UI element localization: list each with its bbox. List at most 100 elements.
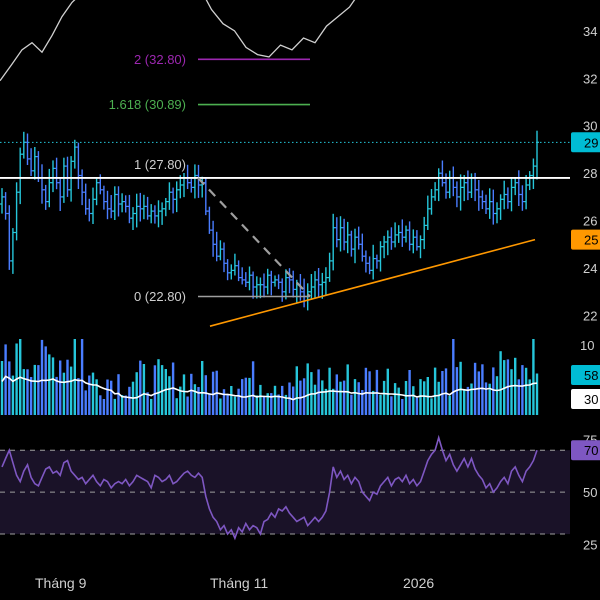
volume-bar bbox=[292, 386, 295, 415]
volume-panel[interactable]: 10 58 30 bbox=[0, 338, 600, 415]
volume-bar bbox=[186, 396, 189, 415]
volume-bar bbox=[466, 386, 470, 415]
volume-bar bbox=[532, 339, 535, 415]
volume-bar bbox=[306, 363, 309, 415]
volume-bar bbox=[346, 364, 349, 415]
volume-bar bbox=[95, 379, 98, 415]
fib-level-label: 1 (27.80) bbox=[134, 157, 186, 172]
volume-bar bbox=[393, 383, 397, 415]
volume-bar bbox=[379, 394, 382, 415]
volume-bar bbox=[128, 386, 131, 415]
volume-bar bbox=[492, 367, 495, 415]
volume-bar bbox=[517, 379, 520, 415]
time-axis-label: Tháng 11 bbox=[210, 575, 268, 591]
volume-bar bbox=[357, 382, 360, 415]
volume-bar bbox=[459, 361, 462, 415]
volume-bar bbox=[382, 380, 386, 415]
volume-bar bbox=[321, 380, 324, 415]
volume-bar bbox=[524, 367, 528, 415]
rsi-panel[interactable]: 755025 70 bbox=[0, 433, 600, 553]
volume-bar bbox=[284, 394, 288, 415]
volume-bar bbox=[273, 385, 277, 415]
time-axis-label: 2026 bbox=[403, 575, 434, 591]
volume-badge-label: 30 bbox=[584, 392, 598, 407]
volume-bar bbox=[226, 394, 229, 415]
price-panel[interactable]: 2 (32.80) 1.618 (30.89) 1 (27.80) 0 (22.80)… bbox=[0, 0, 600, 327]
fib-level-label: 0 (22.80) bbox=[134, 289, 186, 304]
fib-projection-line bbox=[197, 177, 311, 298]
volume-bar bbox=[277, 394, 280, 415]
volume-bar bbox=[208, 393, 211, 415]
volume-bar bbox=[270, 393, 273, 415]
volume-bar bbox=[433, 367, 437, 415]
volume-bar bbox=[139, 360, 142, 415]
volume-bar bbox=[168, 376, 171, 415]
time-axis: Tháng 9 Tháng 11 2026 bbox=[35, 575, 434, 591]
volume-bar bbox=[266, 393, 269, 415]
price-bars bbox=[0, 130, 539, 311]
price-axis-tick: 24 bbox=[583, 261, 597, 276]
fib-level-label: 1.618 (30.89) bbox=[109, 97, 186, 112]
price-badge bbox=[571, 229, 600, 250]
volume-bar bbox=[164, 369, 167, 415]
volume-bar bbox=[448, 395, 451, 415]
volume-bar bbox=[324, 388, 328, 415]
volume-bar bbox=[463, 389, 466, 415]
volume-bar bbox=[69, 366, 73, 415]
price-badges: 29 25 bbox=[571, 132, 600, 250]
rsi-badge-label: 70 bbox=[584, 443, 598, 458]
volume-bar bbox=[142, 364, 146, 415]
volume-bar bbox=[175, 398, 178, 415]
volume-bar bbox=[481, 364, 484, 415]
fib-level-label: 2 (32.80) bbox=[134, 52, 186, 67]
volume-badge-label: 58 bbox=[584, 368, 598, 383]
volume-bar bbox=[397, 387, 400, 415]
volume-bar bbox=[372, 390, 375, 415]
price-axis-tick: 30 bbox=[583, 119, 597, 134]
volume-bar bbox=[99, 395, 102, 415]
volume-bar bbox=[124, 395, 127, 415]
volume-bar bbox=[179, 386, 182, 415]
volume-bar bbox=[332, 388, 335, 415]
volume-bar bbox=[510, 369, 513, 415]
rsi-line bbox=[1, 434, 538, 541]
price-axis-tick: 34 bbox=[583, 24, 597, 39]
volume-bar bbox=[102, 399, 106, 415]
volume-bar bbox=[342, 380, 346, 415]
volume-bar bbox=[0, 361, 4, 415]
volume-bar bbox=[73, 339, 76, 415]
price-axis-tick: 22 bbox=[583, 309, 597, 324]
volume-bar bbox=[313, 384, 317, 415]
volume-bar bbox=[404, 381, 408, 415]
volume-bar bbox=[521, 365, 524, 415]
volume-bar bbox=[80, 339, 84, 415]
price-badge bbox=[571, 132, 600, 153]
upper-price-line bbox=[0, 0, 76, 82]
volume-bar bbox=[364, 367, 368, 415]
volume-axis-tick: 10 bbox=[580, 338, 594, 353]
volume-bar bbox=[29, 377, 33, 415]
volume-bar bbox=[190, 373, 193, 415]
volume-bar bbox=[4, 344, 7, 415]
volume-bar bbox=[66, 359, 69, 415]
volume-bar bbox=[390, 396, 393, 415]
volume-bar bbox=[281, 385, 284, 415]
volume-bar bbox=[259, 384, 262, 415]
volume-bar bbox=[33, 364, 36, 415]
volume-bar bbox=[110, 380, 113, 415]
volume-bar bbox=[51, 357, 55, 415]
volume-bar bbox=[230, 386, 233, 415]
volume-bar bbox=[77, 378, 80, 415]
volume-badges: 58 30 bbox=[571, 365, 600, 409]
volume-bar bbox=[452, 339, 455, 415]
volume-bar bbox=[153, 365, 157, 415]
volume-bar bbox=[182, 374, 186, 415]
volume-bar bbox=[22, 369, 25, 415]
volume-bar bbox=[26, 369, 29, 415]
fibonacci-levels[interactable]: 2 (32.80) 1.618 (30.89) 1 (27.80) 0 (22.80) bbox=[109, 52, 310, 304]
volume-bar bbox=[262, 395, 266, 415]
rsi-axis-tick: 25 bbox=[583, 538, 597, 553]
upper-price-line bbox=[205, 0, 356, 58]
volume-bar bbox=[48, 354, 51, 415]
